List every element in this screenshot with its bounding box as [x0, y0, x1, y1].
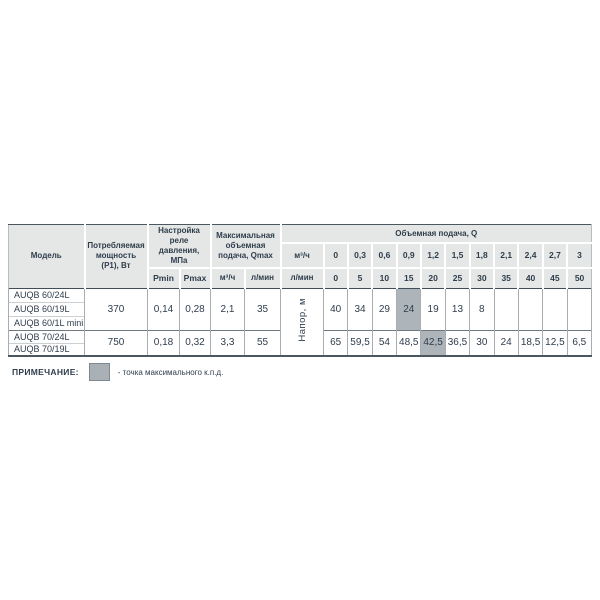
col-header-relay: Настройка реле давления, МПа	[146, 224, 212, 268]
head-value-cell-max-efficiency: 24	[396, 287, 422, 330]
pump-spec-table: Модель Потребляемая мощность (P1), Вт На…	[8, 224, 593, 357]
qmax-lmin-cell: 35	[244, 287, 281, 330]
flow-lmin-tick: 45	[541, 267, 569, 288]
qmax-unit-lmin: л/мин	[243, 267, 282, 288]
header-row-3: Pmin Pmax м³/ч л/мин л/мин 0 5 10 15 20 …	[9, 267, 592, 288]
head-value-cell: 19	[420, 287, 446, 330]
table-header: Модель Потребляемая мощность (P1), Вт На…	[8, 224, 592, 288]
table-row: AUQB 60/24L 370 0,14 0,28 2,1 35 Напор, …	[8, 287, 593, 356]
flow-m3h-tick: 1,8	[468, 242, 496, 268]
model-cell: AUQB 60/1L mini	[8, 315, 85, 330]
flow-m3h-tick: 1,2	[419, 242, 447, 268]
flow-lmin-tick: 0	[322, 267, 349, 288]
flow-m3h-tick: 2,1	[493, 242, 520, 268]
head-value-cell: 29	[371, 287, 398, 330]
head-value-cell: 18,5	[517, 329, 544, 356]
head-axis-label-cell: Напор, м	[280, 287, 324, 356]
flow-unit-lmin: л/мин	[279, 267, 325, 288]
col-header-pmax: Pmax	[178, 267, 212, 288]
pmax-cell: 0,28	[179, 287, 211, 330]
header-row-2: м³/ч 0 0,3 0,6 0,9 1,2 1,5 1,8 2,1 2,4 2…	[9, 242, 592, 268]
model-cell: AUQB 60/19L	[8, 301, 85, 316]
col-header-flow: Объемная подача, Q	[279, 224, 592, 244]
flow-m3h-tick: 2,4	[517, 242, 544, 268]
head-value-cell: 40	[322, 287, 349, 330]
power-cell: 370	[84, 287, 148, 330]
pmax-cell: 0,32	[179, 329, 211, 356]
flow-unit-m3h: м³/ч	[279, 242, 325, 268]
flow-lmin-tick: 30	[468, 267, 496, 288]
col-header-qmax: Максимальная объемная подача, Qmax	[209, 224, 282, 268]
head-value-cell-max-efficiency: 42,5	[420, 329, 446, 356]
col-header-pmin: Pmin	[146, 267, 181, 288]
model-cell: AUQB 60/24L	[8, 287, 85, 302]
table-row: AUQB 60/19L	[8, 301, 592, 316]
flow-lmin-tick: 50	[566, 267, 592, 288]
head-value-cell	[542, 287, 568, 330]
table-row: AUQB 60/1L mini	[8, 315, 592, 330]
qmax-m3h-cell: 2,1	[210, 287, 245, 330]
table-row: AUQB 70/24L 750 0,18 0,32 3,3 55 65 59,5…	[8, 329, 593, 356]
power-cell: 750	[84, 329, 148, 356]
flow-m3h-tick: 0,9	[395, 242, 422, 268]
max-efficiency-swatch	[88, 363, 110, 381]
flow-lmin-tick: 15	[395, 267, 422, 288]
head-value-cell	[566, 287, 593, 330]
qmax-unit-m3h: м³/ч	[209, 267, 246, 288]
flow-lmin-tick: 40	[517, 267, 544, 288]
model-cell: AUQB 70/24L	[8, 329, 85, 343]
flow-lmin-tick: 5	[346, 267, 374, 288]
flow-lmin-tick: 35	[493, 267, 520, 288]
head-value-cell: 12,5	[542, 329, 568, 356]
col-header-power: Потребляемая мощность (P1), Вт	[83, 224, 149, 288]
pmin-cell: 0,14	[147, 287, 180, 330]
flow-lmin-tick: 20	[419, 267, 447, 288]
head-value-cell: 48,5	[396, 329, 422, 356]
col-header-model: Модель	[8, 224, 86, 288]
head-value-cell: 8	[469, 287, 495, 330]
head-value-cell: 30	[469, 329, 495, 356]
flow-lmin-tick: 25	[444, 267, 471, 288]
head-value-cell: 34	[347, 287, 373, 330]
qmax-m3h-cell: 3,3	[210, 329, 245, 356]
head-value-cell: 13	[444, 287, 471, 330]
flow-m3h-tick: 0,3	[346, 242, 374, 268]
head-axis-label: Напор, м	[296, 298, 308, 343]
flow-m3h-tick: 1,5	[444, 242, 471, 268]
head-value-cell	[517, 287, 544, 330]
flow-m3h-tick: 0,6	[371, 242, 398, 268]
header-row-1: Модель Потребляемая мощность (P1), Вт На…	[8, 224, 592, 288]
flow-m3h-tick: 3	[566, 242, 592, 268]
flow-m3h-tick: 0	[322, 242, 349, 268]
model-cell: AUQB 70/19L	[8, 342, 85, 356]
qmax-lmin-cell: 55	[244, 329, 281, 356]
head-value-cell: 36,5	[444, 329, 471, 356]
pmin-cell: 0,18	[147, 329, 180, 356]
note-text: - точка максимального к.п.д.	[117, 367, 224, 377]
head-value-cell: 65	[322, 329, 349, 356]
flow-m3h-tick: 2,7	[541, 242, 569, 268]
head-value-cell: 6,5	[566, 329, 593, 356]
head-value-cell: 59,5	[347, 329, 373, 356]
head-value-cell: 54	[371, 329, 398, 356]
pump-spec-table-wrap: Модель Потребляемая мощность (P1), Вт На…	[8, 224, 593, 357]
note-label: ПРИМЕЧАНИЕ:	[12, 367, 79, 377]
table-body: AUQB 60/24L 370 0,14 0,28 2,1 35 Напор, …	[8, 287, 593, 356]
note: ПРИМЕЧАНИЕ: - точка максимального к.п.д.	[12, 363, 223, 381]
head-value-cell: 24	[493, 329, 519, 356]
flow-lmin-tick: 10	[371, 267, 398, 288]
head-value-cell	[493, 287, 519, 330]
table-row: AUQB 70/19L	[8, 342, 592, 356]
